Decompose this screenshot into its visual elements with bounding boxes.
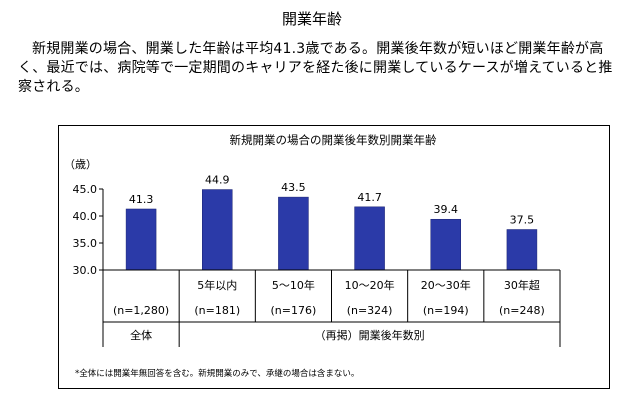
x-count-label: (n=176) xyxy=(271,304,317,317)
x-category-label: 5～10年 xyxy=(272,278,315,292)
x-category-label: 5年以内 xyxy=(197,278,237,292)
bar-value-label: 41.3 xyxy=(129,193,154,206)
x-category-label: 10～20年 xyxy=(345,278,395,292)
y-tick-label: 30.0 xyxy=(73,264,98,277)
bar xyxy=(354,206,385,271)
footnote: *全体には開業年無回答を含む。新規開業のみで、承継の場合は含まない。 xyxy=(75,369,360,379)
x-count-label: (n=324) xyxy=(347,304,393,317)
page-description: 新規開業の場合、開業した年齢は平均41.3歳である。開業後年数が短いほど開業年齢… xyxy=(18,41,613,95)
y-tick-label: 35.0 xyxy=(73,237,98,250)
x-count-label: (n=181) xyxy=(194,304,240,317)
x-count-label: (n=194) xyxy=(423,304,469,317)
group-label-total: 全体 xyxy=(130,328,152,342)
x-category-label: 20～30年 xyxy=(421,278,471,292)
y-tick-label: 45.0 xyxy=(73,183,98,196)
bar-value-label: 39.4 xyxy=(434,203,459,216)
x-count-label: (n=248) xyxy=(499,304,545,317)
bar-value-label: 43.5 xyxy=(281,181,306,194)
x-category-label: 30年超 xyxy=(504,278,540,292)
bar-value-label: 41.7 xyxy=(357,191,382,204)
bar-value-label: 37.5 xyxy=(510,214,535,227)
y-axis-label: （歳） xyxy=(64,158,97,171)
bar-value-label: 44.9 xyxy=(205,174,230,187)
bar xyxy=(125,208,157,271)
bar xyxy=(506,229,538,271)
chart-title: 新規開業の場合の開業後年数別開業年齢 xyxy=(230,133,437,147)
bar xyxy=(430,218,461,271)
bar xyxy=(202,189,233,271)
y-tick-label: 40.0 xyxy=(73,210,98,223)
bar xyxy=(278,196,309,271)
group-label-by-years: （再掲）開業後年数別 xyxy=(315,328,425,342)
page-title: 開業年齢 xyxy=(281,10,342,28)
x-count-label: (n=1,280) xyxy=(113,304,169,317)
